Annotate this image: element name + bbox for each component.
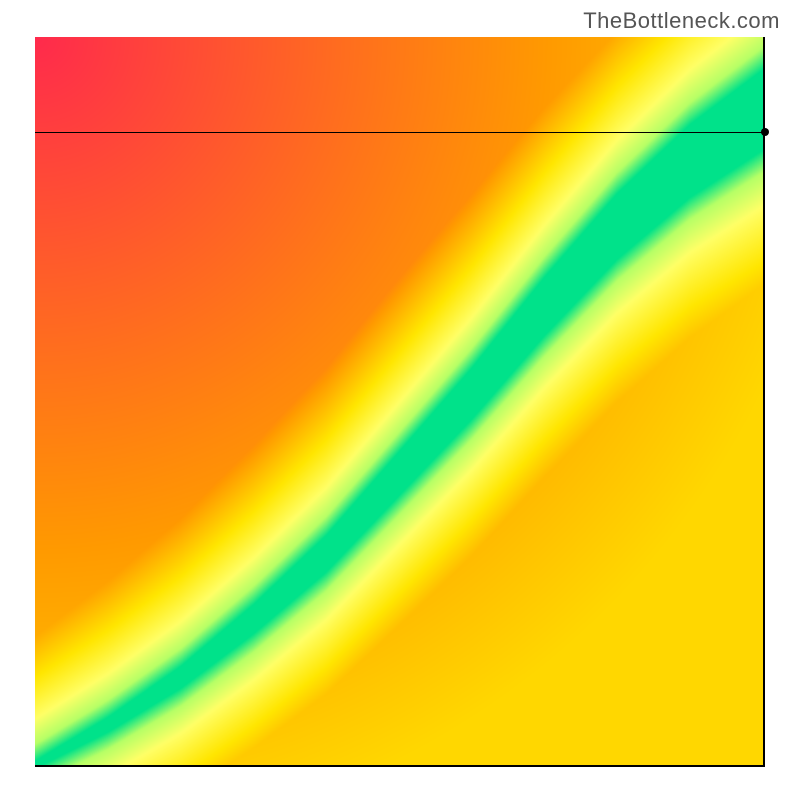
watermark-text: TheBottleneck.com [583,8,780,34]
bottleneck-heatmap [35,37,765,767]
selection-marker-dot [761,128,769,136]
horizontal-marker-line [35,132,763,133]
heatmap-canvas [35,37,763,765]
